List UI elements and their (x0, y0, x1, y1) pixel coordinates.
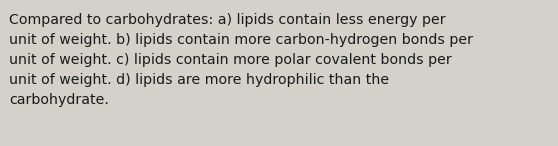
Text: Compared to carbohydrates: a) lipids contain less energy per
unit of weight. b) : Compared to carbohydrates: a) lipids con… (9, 13, 473, 107)
